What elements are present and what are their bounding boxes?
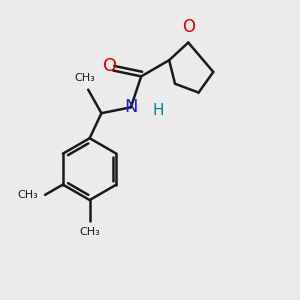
Text: CH₃: CH₃ (17, 190, 38, 200)
Text: H: H (152, 103, 164, 118)
Text: CH₃: CH₃ (75, 73, 96, 83)
Text: O: O (103, 57, 117, 75)
Text: N: N (124, 98, 138, 116)
Text: CH₃: CH₃ (79, 226, 100, 237)
Text: O: O (182, 18, 195, 36)
